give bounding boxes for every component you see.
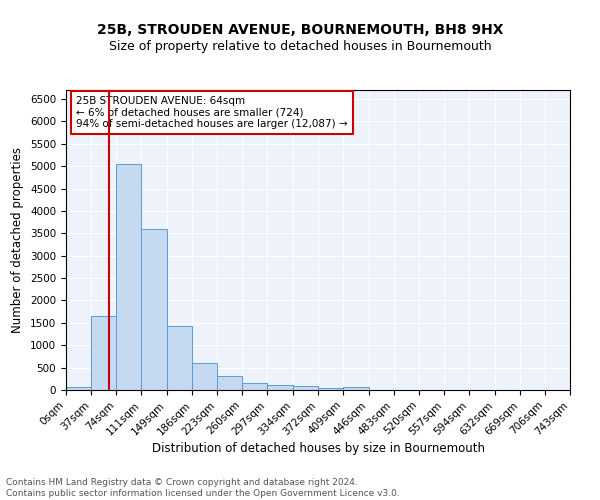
Text: Size of property relative to detached houses in Bournemouth: Size of property relative to detached ho… [109,40,491,53]
Bar [66,387,91,390]
Y-axis label: Number of detached properties: Number of detached properties [11,147,25,333]
Bar [242,382,268,390]
Bar [343,388,368,390]
Text: 25B STROUDEN AVENUE: 64sqm
← 6% of detached houses are smaller (724)
94% of semi: 25B STROUDEN AVENUE: 64sqm ← 6% of detac… [76,96,348,129]
Bar [217,376,242,390]
Bar [167,326,192,390]
Bar [91,316,116,390]
Text: Contains HM Land Registry data © Crown copyright and database right 2024.
Contai: Contains HM Land Registry data © Crown c… [6,478,400,498]
Text: 25B, STROUDEN AVENUE, BOURNEMOUTH, BH8 9HX: 25B, STROUDEN AVENUE, BOURNEMOUTH, BH8 9… [97,22,503,36]
X-axis label: Distribution of detached houses by size in Bournemouth: Distribution of detached houses by size … [151,442,485,455]
Bar [319,388,343,390]
Bar [268,384,293,390]
Bar [141,229,167,390]
Bar [293,386,319,390]
Bar [192,363,217,390]
Bar [116,164,141,390]
